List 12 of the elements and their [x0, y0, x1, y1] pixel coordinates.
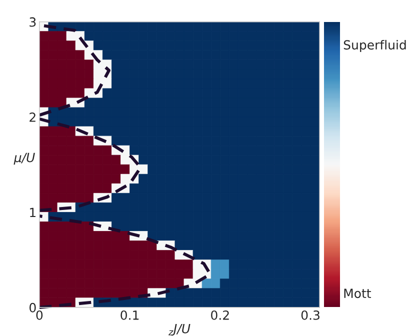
x-tick-label: 0.2: [211, 310, 229, 320]
color-bar-label: Mott: [344, 288, 372, 298]
y-tick-label: 2: [30, 112, 36, 122]
y-axis-title: μ/U: [14, 152, 35, 165]
y-tick-label: 3: [30, 17, 36, 27]
color-bar-label: Superfluid: [344, 40, 406, 52]
y-tick-label: 1: [30, 208, 36, 217]
x-axis-title: $_{z}$J/U: [168, 324, 190, 336]
x-tick-label: 0: [36, 310, 43, 320]
x-tick-label: 0.1: [120, 310, 139, 320]
y-tick-label: 0: [30, 302, 36, 312]
x-tick-label: 0.3: [301, 310, 320, 320]
